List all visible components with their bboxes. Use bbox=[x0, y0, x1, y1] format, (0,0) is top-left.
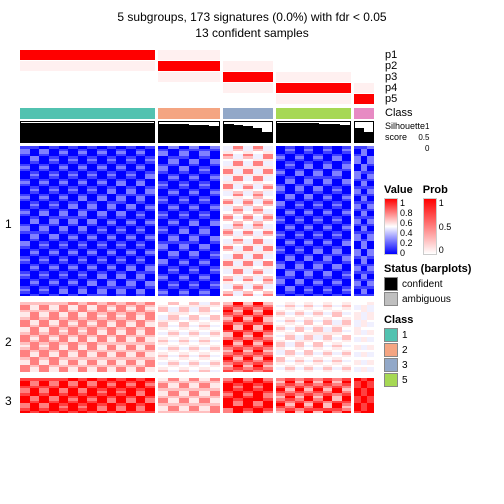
legend-item-confident: confident bbox=[384, 277, 499, 291]
legend-title-prob: Prob bbox=[423, 184, 452, 196]
legend-item-class-3: 3 bbox=[384, 358, 499, 372]
rowgroup-label-3: 3 bbox=[5, 394, 12, 408]
class-track bbox=[20, 108, 380, 119]
track-label-p5: p5 bbox=[385, 94, 429, 105]
title-line2: 13 confident samples bbox=[10, 26, 494, 42]
track-label-class: Class bbox=[385, 108, 429, 119]
silhouette-track bbox=[20, 121, 380, 143]
legend-title-class: Class bbox=[384, 314, 499, 326]
rowgroup-label-1: 1 bbox=[5, 217, 12, 231]
track-label-silhouette: 1Silhouette0.5score0 bbox=[385, 121, 429, 132]
legend-item-class-1: 1 bbox=[384, 328, 499, 342]
legend-item-ambiguous: ambiguous bbox=[384, 292, 499, 306]
legend-title-status: Status (barplots) bbox=[384, 263, 499, 275]
title-line1: 5 subgroups, 173 signatures (0.0%) with … bbox=[10, 10, 494, 26]
legend-title-value: Value bbox=[384, 184, 413, 196]
legends-panel: Value10.80.60.40.20Prob10.50Status (barp… bbox=[384, 182, 499, 388]
legend-item-class-2: 2 bbox=[384, 343, 499, 357]
heatmap-main bbox=[20, 50, 380, 419]
legend-item-class-5: 5 bbox=[384, 373, 499, 387]
annotation-labels: p1p2p3p4p5Class1Silhouette0.5score0 bbox=[385, 50, 429, 154]
rowgroup-label-2: 2 bbox=[5, 335, 12, 349]
heatmap-body bbox=[20, 146, 380, 419]
